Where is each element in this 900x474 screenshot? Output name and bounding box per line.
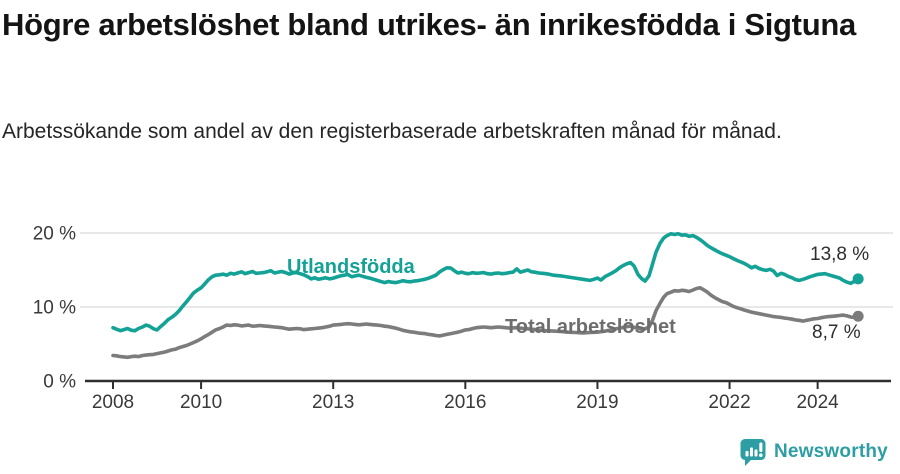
series-label: Utlandsfödda [287, 256, 416, 278]
series-line-utlandsfodda [111, 231, 860, 333]
newsworthy-logo-icon [740, 438, 766, 466]
series-end-value-label: 13,8 % [810, 244, 869, 265]
series-end-dot [852, 310, 864, 322]
y-axis-tick-label: 20 % [33, 224, 76, 245]
x-axis-tick-label: 2016 [444, 392, 486, 413]
chart-subtitle: Arbetssökande som andel av den registerb… [2, 120, 782, 143]
series-end-dot [852, 273, 864, 285]
brand-name: Newsworthy [774, 441, 888, 462]
y-axis-tick-label: 0 % [43, 372, 76, 393]
series-end-value-label: 8,7 % [812, 322, 861, 343]
x-axis-tick-label: 2024 [796, 392, 839, 413]
x-axis-tick-label: 2008 [92, 392, 134, 413]
y-axis-tick-label: 10 % [33, 298, 76, 319]
x-axis-tick-label: 2010 [180, 392, 222, 413]
x-axis-tick-label: 2022 [708, 392, 750, 413]
page-title: Högre arbetslöshet bland utrikes- än inr… [2, 7, 856, 42]
line-chart: 0 % 10 % 20 % 2008 2010 2013 2016 2019 2022 2024 U… [33, 224, 893, 413]
x-axis-tick-label: 2013 [312, 392, 354, 413]
brand-footer: Newsworthy [740, 437, 888, 467]
series-label: Total arbetslöshet [505, 316, 676, 338]
series-line-total [111, 286, 860, 360]
x-axis-tick-label: 2019 [576, 392, 618, 413]
